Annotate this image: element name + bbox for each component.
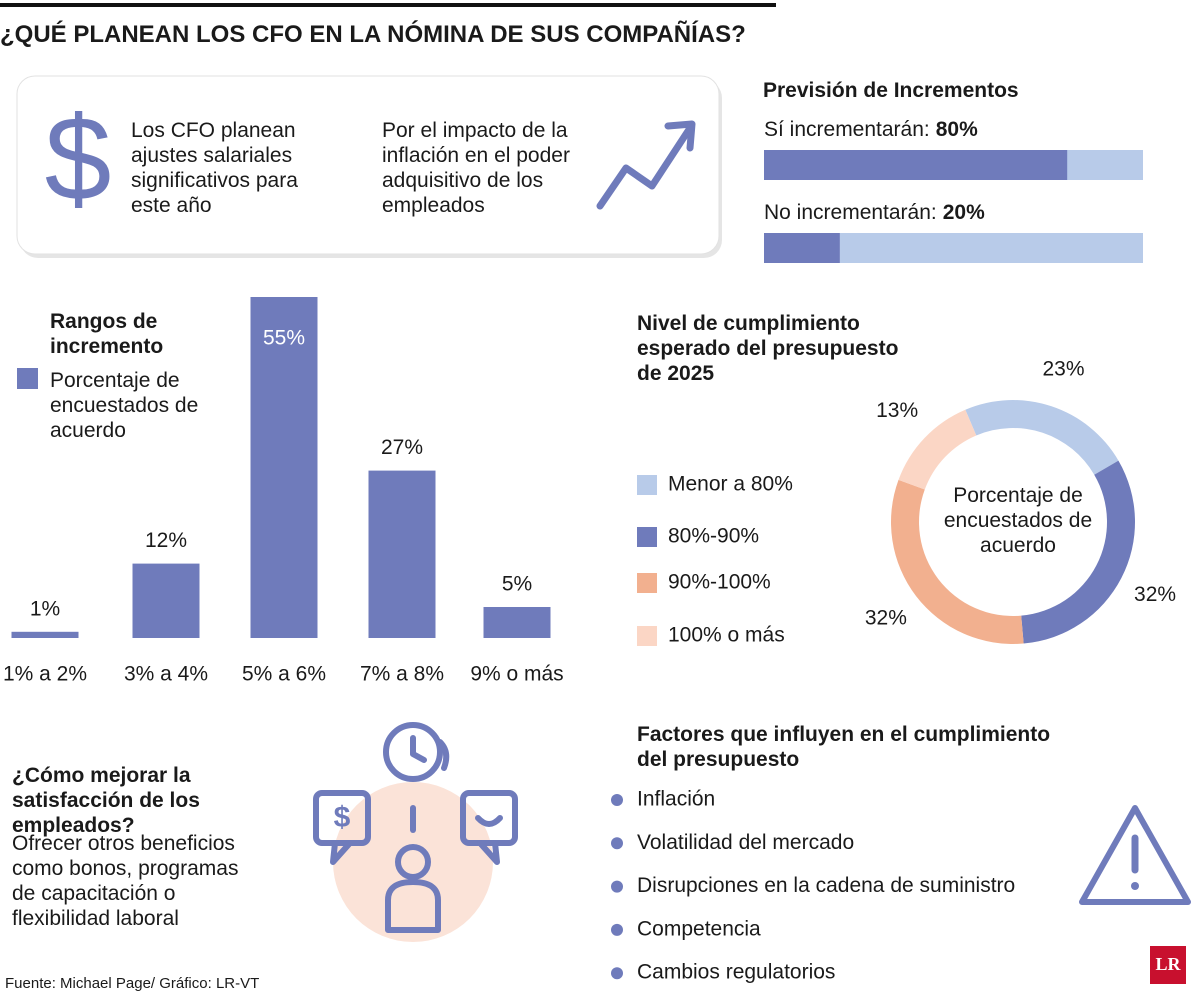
- title: ¿QUÉ PLANEAN LOS CFO EN LA NÓMINA DE SUS…: [0, 21, 746, 48]
- logo-box: [1150, 946, 1186, 984]
- bullet: [611, 837, 623, 850]
- legend-swatch: [637, 527, 657, 547]
- bullet: [611, 923, 623, 936]
- progress-value: 80%: [936, 118, 978, 141]
- donut-title: Nivel de cumplimiento esperado del presu…: [637, 312, 899, 385]
- donut-slice: [898, 409, 977, 490]
- donut-slice: [891, 479, 1024, 644]
- bar-title: Rangos de incremento: [50, 310, 164, 358]
- progress-label: No incrementarán: 20%: [764, 201, 985, 224]
- x-tick-label: 3% a 4%: [124, 663, 208, 686]
- bullet: [611, 794, 623, 806]
- warning-icon: [1079, 805, 1191, 905]
- people-icon: [313, 722, 518, 933]
- intro-text: Por el impacto de la inflación en el pod…: [382, 119, 570, 217]
- progress-category: No incrementarán:: [764, 201, 937, 224]
- factor-item: Inflación: [637, 788, 715, 811]
- bar-legend: Porcentaje de encuestados de acuerdo: [50, 369, 199, 442]
- progress-bar: [764, 150, 1068, 180]
- legend-swatch: [637, 475, 657, 495]
- bar: [250, 297, 318, 638]
- factor-item: Volatilidad del mercado: [637, 831, 854, 854]
- top-rule: [0, 3, 776, 7]
- factor-item: Disrupciones en la cadena de suministro: [637, 874, 1015, 897]
- bullet: [611, 880, 623, 893]
- legend-label: 100% o más: [668, 624, 785, 647]
- bar: [368, 470, 436, 638]
- icon-bg: [333, 782, 493, 942]
- legend-swatch: [637, 626, 657, 646]
- factor-item: Cambios regulatorios: [637, 961, 835, 984]
- bar: [132, 563, 200, 638]
- progress-title: Previsión de Incrementos: [763, 79, 1019, 102]
- logo: LR: [1155, 954, 1181, 974]
- dollar-bubble: $: [334, 801, 351, 834]
- factors-title: Factores que influyen en el cumplimiento…: [637, 723, 1051, 771]
- bar: [483, 607, 551, 638]
- x-tick-label: 9% o más: [470, 663, 563, 686]
- bar-value-label: 5%: [502, 573, 532, 596]
- legend-swatch: [637, 573, 657, 593]
- donut-center: Porcentaje de encuestados de acuerdo: [943, 484, 1093, 557]
- factor-item: Competencia: [637, 917, 761, 940]
- x-tick-label: 7% a 8%: [360, 663, 444, 686]
- donut-slice: [1021, 460, 1135, 644]
- bullet: [611, 967, 623, 980]
- warning-dot: [1131, 882, 1139, 890]
- slice-label: 32%: [865, 607, 907, 630]
- intro-text: Los CFO planean ajustes salariales signi…: [131, 119, 298, 217]
- bar-value-label: 1%: [30, 597, 60, 620]
- x-tick-label: 5% a 6%: [242, 663, 326, 686]
- slice-label: 13%: [876, 399, 918, 422]
- intro-box: [16, 75, 720, 255]
- legend-swatch: [17, 368, 217, 395]
- bar-value-label: 55%: [263, 327, 305, 350]
- slice-label: 23%: [1042, 358, 1084, 381]
- progress-value: 20%: [943, 201, 985, 224]
- source: Fuente: Michael Page/ Gráfico: LR-VT: [5, 975, 260, 992]
- progress-category: Sí incrementarán:: [764, 118, 930, 141]
- legend-label: 80%-90%: [668, 525, 759, 548]
- dollar-icon: $: [45, 92, 112, 226]
- trend-icon: [596, 120, 696, 210]
- progress-bar: [764, 233, 840, 263]
- slice-label: 32%: [1134, 583, 1176, 606]
- legend-label: Menor a 80%: [668, 473, 793, 496]
- satisfaction-text: Ofrecer otros beneficios como bonos, pro…: [12, 832, 239, 930]
- x-tick-label: 1% a 2%: [3, 663, 87, 686]
- bar-value-label: 27%: [381, 436, 423, 459]
- satisfaction-title: ¿Cómo mejorar la satisfacción de los emp…: [12, 764, 200, 837]
- bar: [11, 631, 79, 638]
- bar-value-label: 12%: [145, 529, 187, 552]
- progress-label: Sí incrementarán: 80%: [764, 118, 978, 141]
- legend-label: 90%-100%: [668, 571, 771, 594]
- donut-slice: [965, 399, 1119, 475]
